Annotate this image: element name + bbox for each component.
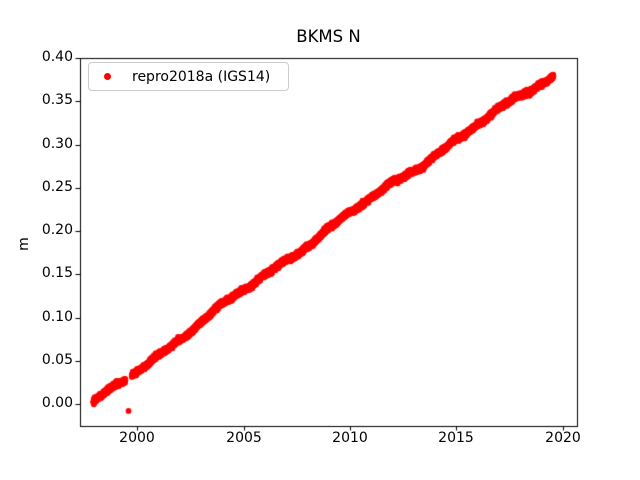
x-tick-label: 2010 (332, 430, 368, 446)
y-tick-label: 0.30 (41, 136, 73, 152)
chart-title: BKMS N (296, 27, 361, 46)
y-tick-label: 0.00 (41, 395, 73, 411)
x-tick-label: 2015 (438, 430, 474, 446)
y-tick-label: 0.25 (41, 179, 73, 195)
y-tick-label: 0.40 (41, 49, 73, 65)
y-tick-label: 0.05 (41, 352, 73, 368)
y-tick-label: 0.15 (41, 265, 73, 281)
x-tick-label: 2020 (545, 430, 581, 446)
legend: repro2018a (IGS14) (88, 62, 289, 91)
y-tick-label: 0.10 (41, 309, 73, 325)
legend-label: repro2018a (IGS14) (132, 68, 271, 85)
x-tick-label: 2005 (226, 430, 262, 446)
x-tick-label: 2000 (119, 430, 155, 446)
y-tick-label: 0.35 (41, 92, 73, 108)
legend-red-dot-icon (104, 73, 111, 80)
y-tick-label: 0.20 (41, 222, 73, 238)
